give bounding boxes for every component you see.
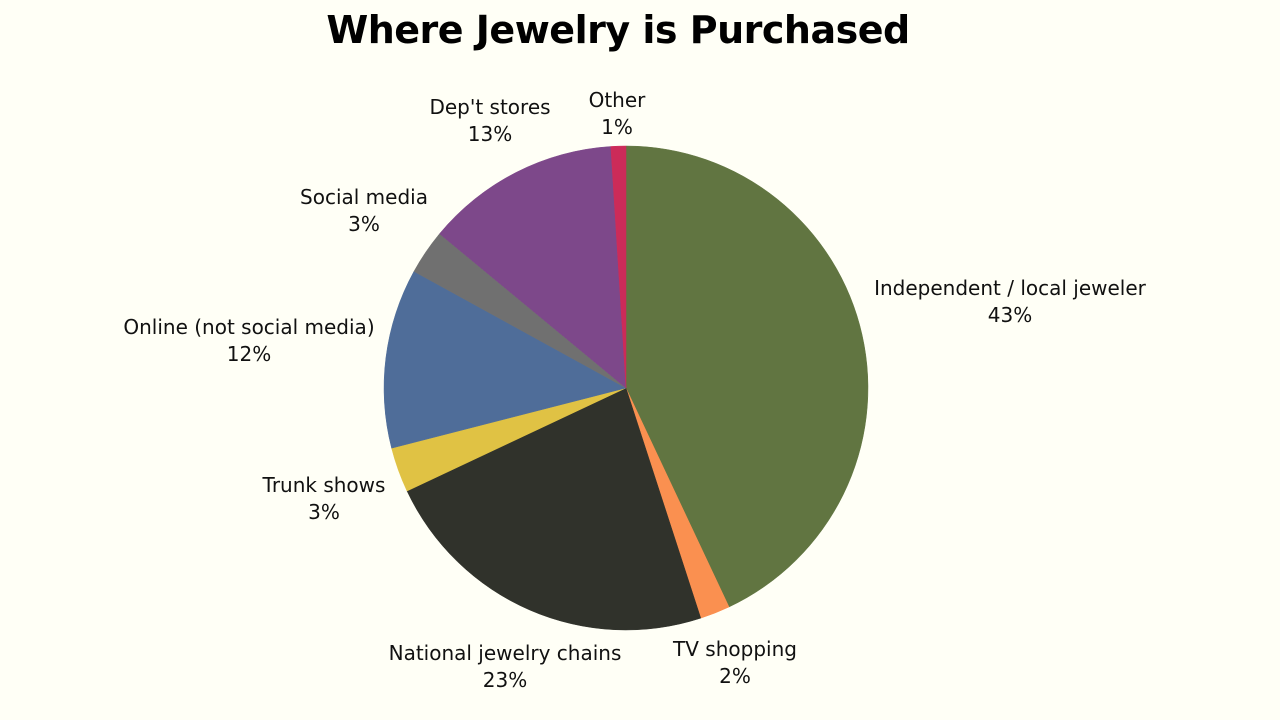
chart-title: Where Jewelry is Purchased: [326, 8, 910, 52]
slice-value-label: 2%: [719, 664, 751, 688]
slice-category-label: National jewelry chains: [389, 641, 622, 665]
slice-category-label: Dep't stores: [429, 95, 550, 119]
slice-category-label: Trunk shows: [262, 473, 386, 497]
pie-slice: [439, 146, 627, 389]
slice-category-label: TV shopping: [672, 637, 797, 661]
slice-value-label: 1%: [601, 115, 633, 139]
slice-value-label: 13%: [468, 122, 512, 146]
slice-category-label: Independent / local jeweler: [874, 276, 1147, 300]
pie-slices: [383, 145, 869, 631]
pie-slice: [383, 271, 627, 449]
slice-value-label: 3%: [308, 500, 340, 524]
slice-category-label: Online (not social media): [123, 315, 374, 339]
pie-slice: [625, 145, 869, 608]
pie-slice: [610, 145, 627, 389]
slice-value-label: 43%: [988, 303, 1032, 327]
slice-category-label: Social media: [300, 185, 428, 209]
slice-value-label: 3%: [348, 212, 380, 236]
slice-value-label: 23%: [483, 668, 527, 692]
slice-category-label: Other: [589, 88, 647, 112]
pie-labels: Independent / local jeweler 43% TV shoppin…: [123, 88, 1146, 692]
pie-slice: [406, 387, 702, 631]
slice-value-label: 12%: [227, 342, 271, 366]
